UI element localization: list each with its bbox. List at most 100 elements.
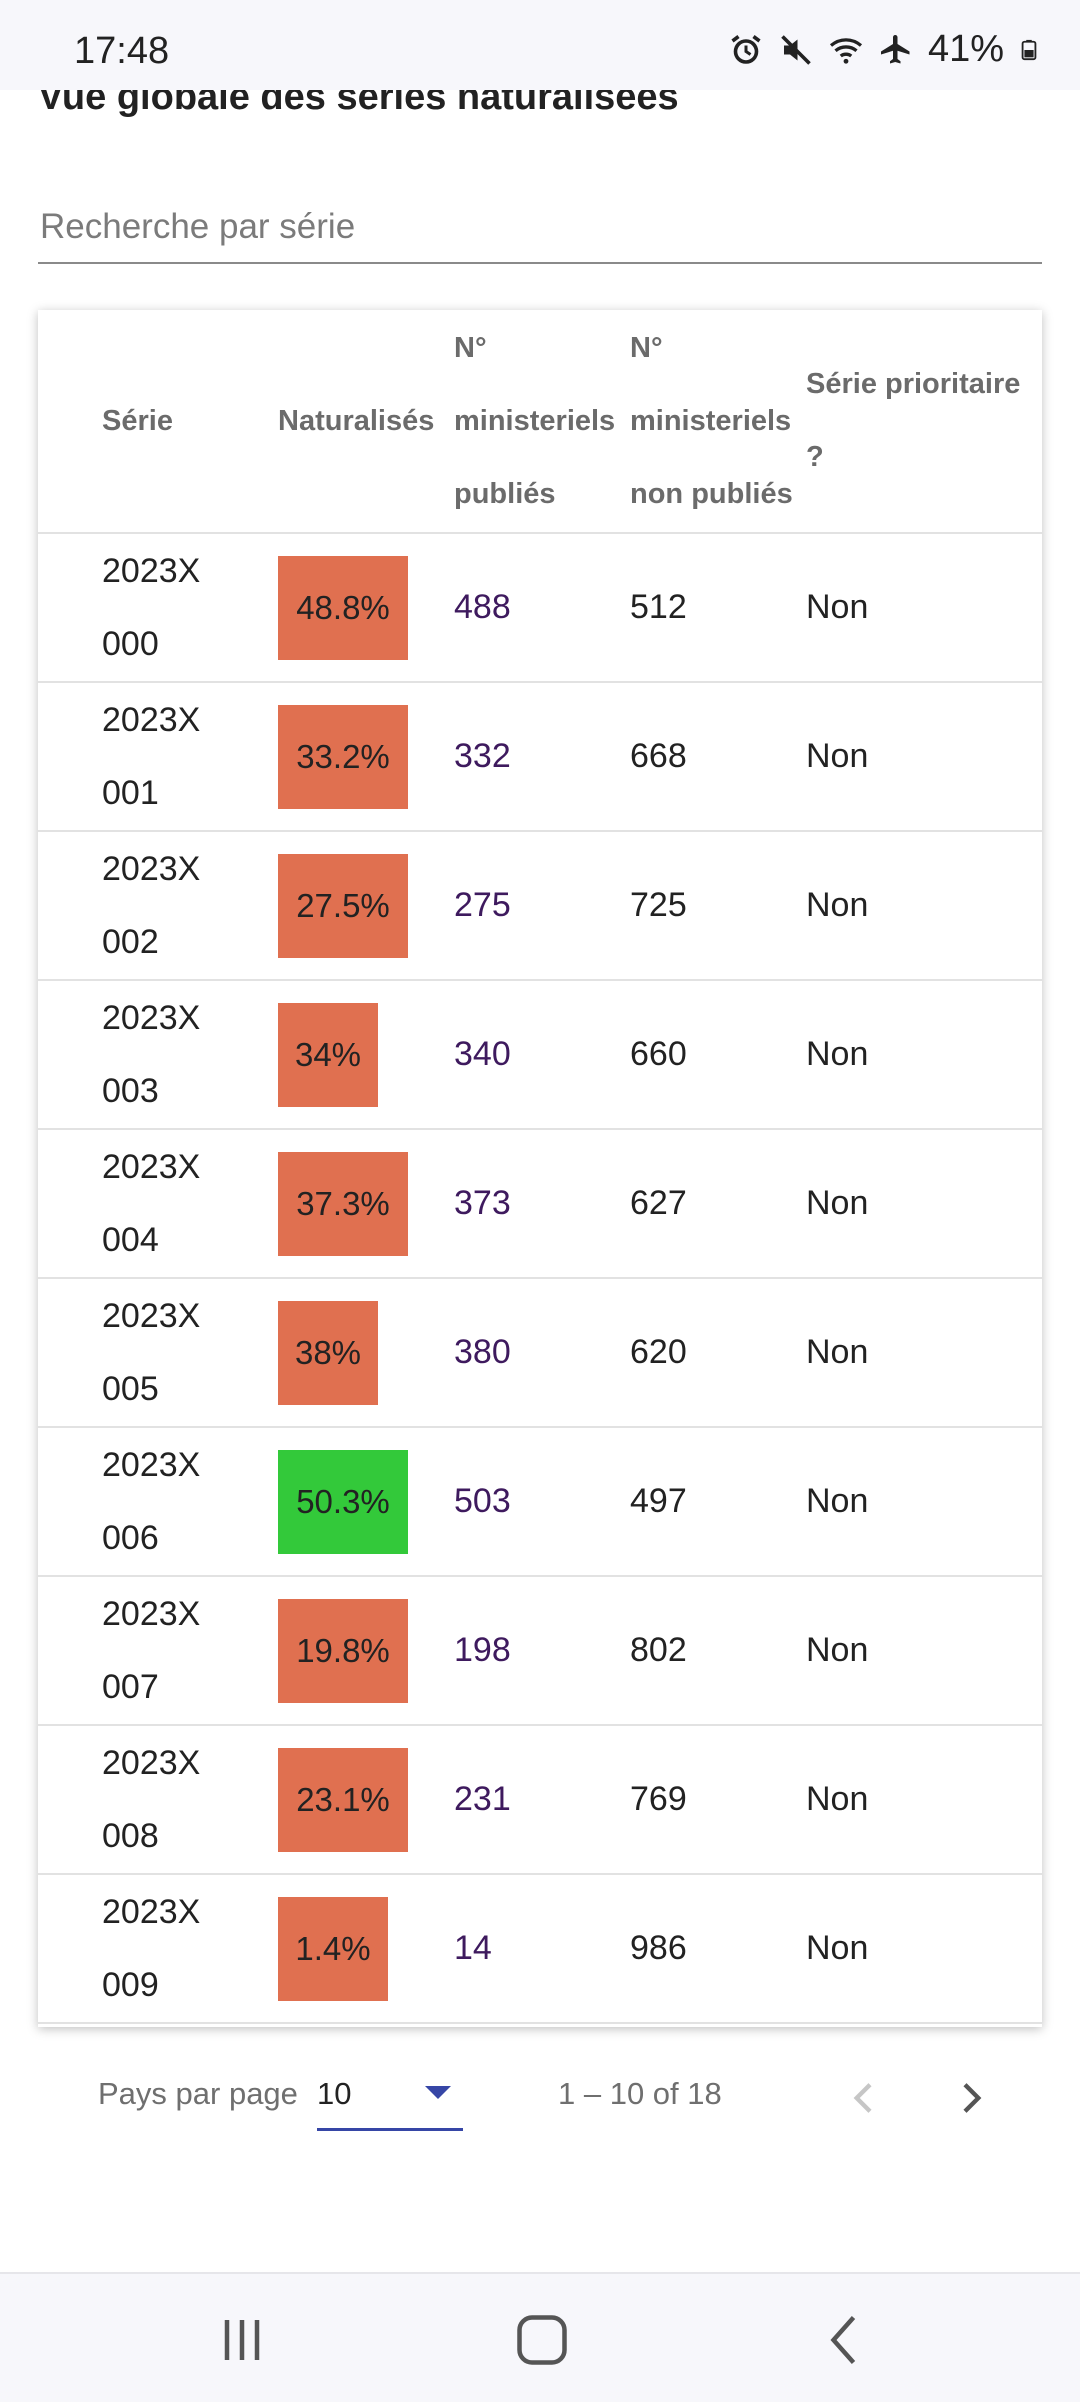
serie-label: 2023X003	[102, 998, 201, 1110]
cell-serie: 2023X007	[38, 1576, 278, 1726]
back-icon[interactable]	[816, 2310, 876, 2370]
home-icon[interactable]	[512, 2310, 572, 2370]
cell-serie: 2023X004	[38, 1129, 278, 1279]
battery-icon	[1021, 39, 1037, 60]
naturalises-badge: 48.8%	[278, 555, 408, 660]
wifi-icon	[829, 37, 862, 64]
recent-apps-icon[interactable]	[212, 2310, 272, 2370]
page-size-label: Pays par page	[98, 2076, 298, 2111]
serie-label: 2023X004	[102, 1147, 201, 1259]
cell-naturalises: 1.4%	[278, 1874, 454, 2024]
table-row[interactable]: 2023X002 27.5% 275 725 Non	[38, 831, 1042, 981]
previous-page-button[interactable]	[845, 2078, 885, 2118]
cell-naturalises: 27.5%	[278, 831, 454, 981]
cell-serie: 2023X009	[38, 1874, 278, 2024]
header-prioritaire[interactable]: Série prioritaire ?	[806, 310, 1042, 534]
search-input[interactable]	[38, 196, 1046, 258]
cell-naturalises: 48.8%	[278, 533, 454, 683]
cell-prioritaire: Non	[806, 980, 1042, 1130]
naturalises-badge: 34%	[278, 1002, 378, 1107]
cell-non-publies: 802	[630, 1576, 806, 1726]
cell-prioritaire: Non	[806, 1129, 1042, 1279]
cell-prioritaire: Non	[806, 1576, 1042, 1726]
cell-serie: 2023X006	[38, 1427, 278, 1577]
next-page-button[interactable]	[950, 2078, 990, 2118]
serie-label: 2023X009	[102, 1892, 201, 2004]
serie-label: 2023X000	[102, 551, 201, 663]
cell-serie: 2023X005	[38, 1278, 278, 1428]
cell-non-publies: 668	[630, 682, 806, 832]
header-publies[interactable]: N° ministeriels publiés	[454, 310, 630, 534]
cell-non-publies: 725	[630, 831, 806, 981]
cell-publies: 373	[454, 1129, 630, 1279]
header-naturalises[interactable]: Naturalisés	[278, 310, 454, 534]
cell-non-publies: 512	[630, 533, 806, 683]
naturalises-badge: 38%	[278, 1300, 378, 1405]
cell-publies: 198	[454, 1576, 630, 1726]
cell-publies: 14	[454, 1874, 630, 2024]
cell-prioritaire: Non	[806, 1725, 1042, 1875]
header-serie[interactable]: Série	[38, 310, 278, 534]
header-non-publies[interactable]: N° ministeriels non publiés	[630, 310, 806, 534]
alarm-icon	[731, 34, 761, 64]
mute-icon	[781, 34, 811, 65]
cell-prioritaire: Non	[806, 1874, 1042, 2024]
search-field[interactable]	[38, 196, 1046, 264]
cell-publies: 503	[454, 1427, 630, 1577]
serie-label: 2023X006	[102, 1445, 201, 1557]
status-time: 17:48	[74, 30, 170, 72]
cell-prioritaire: Non	[806, 831, 1042, 981]
cell-non-publies: 627	[630, 1129, 806, 1279]
serie-label: 2023X001	[102, 700, 201, 812]
serie-label: 2023X005	[102, 1296, 201, 1408]
serie-label: 2023X008	[102, 1743, 201, 1855]
cell-prioritaire: Non	[806, 682, 1042, 832]
table-header-row: Série Naturalisés N° ministeriels publié…	[38, 310, 1042, 534]
serie-label: 2023X007	[102, 1594, 201, 1706]
cell-naturalises: 50.3%	[278, 1427, 454, 1577]
table-row[interactable]: 2023X006 50.3% 503 497 Non	[38, 1427, 1042, 1577]
status-icons: 41%	[728, 28, 1040, 71]
cell-non-publies: 497	[630, 1427, 806, 1577]
cell-naturalises: 33.2%	[278, 682, 454, 832]
cell-publies: 488	[454, 533, 630, 683]
table-row[interactable]: 2023X000 48.8% 488 512 Non	[38, 533, 1042, 683]
cell-naturalises: 38%	[278, 1278, 454, 1428]
table-row[interactable]: 2023X003 34% 340 660 Non	[38, 980, 1042, 1130]
cell-naturalises: 19.8%	[278, 1576, 454, 1726]
serie-label: 2023X002	[102, 849, 201, 961]
cell-prioritaire: Non	[806, 1427, 1042, 1577]
naturalises-badge: 50.3%	[278, 1449, 408, 1554]
page-size-select[interactable]: 10	[317, 2056, 463, 2131]
cell-publies: 275	[454, 831, 630, 981]
cell-publies: 231	[454, 1725, 630, 1875]
naturalises-badge: 23.1%	[278, 1747, 408, 1852]
cell-naturalises: 23.1%	[278, 1725, 454, 1875]
cell-publies: 340	[454, 980, 630, 1130]
table-row[interactable]: 2023X005 38% 380 620 Non	[38, 1278, 1042, 1428]
cell-naturalises: 37.3%	[278, 1129, 454, 1279]
system-nav-bar	[0, 2272, 1080, 2402]
table-row[interactable]: 2023X009 1.4% 14 986 Non	[38, 1874, 1042, 2024]
series-table: Série Naturalisés N° ministeriels publié…	[38, 310, 1042, 2024]
table-row[interactable]: 2023X001 33.2% 332 668 Non	[38, 682, 1042, 832]
cell-non-publies: 620	[630, 1278, 806, 1428]
cell-non-publies: 986	[630, 1874, 806, 2024]
series-table-card: Série Naturalisés N° ministeriels publié…	[38, 310, 1042, 2027]
table-row[interactable]: 2023X007 19.8% 198 802 Non	[38, 1576, 1042, 1726]
cell-publies: 332	[454, 682, 630, 832]
naturalises-badge: 37.3%	[278, 1151, 408, 1256]
table-row[interactable]: 2023X008 23.1% 231 769 Non	[38, 1725, 1042, 1875]
table-row[interactable]: 2023X004 37.3% 373 627 Non	[38, 1129, 1042, 1279]
page-size-value: 10	[317, 2076, 352, 2111]
status-bar: 17:48 41%	[0, 0, 1080, 90]
naturalises-badge: 33.2%	[278, 704, 408, 809]
naturalises-badge: 19.8%	[278, 1598, 408, 1703]
cell-serie: 2023X002	[38, 831, 278, 981]
cell-serie: 2023X001	[38, 682, 278, 832]
cell-prioritaire: Non	[806, 533, 1042, 683]
naturalises-badge: 1.4%	[278, 1896, 388, 2001]
cell-serie: 2023X003	[38, 980, 278, 1130]
cell-publies: 380	[454, 1278, 630, 1428]
naturalises-badge: 27.5%	[278, 853, 408, 958]
